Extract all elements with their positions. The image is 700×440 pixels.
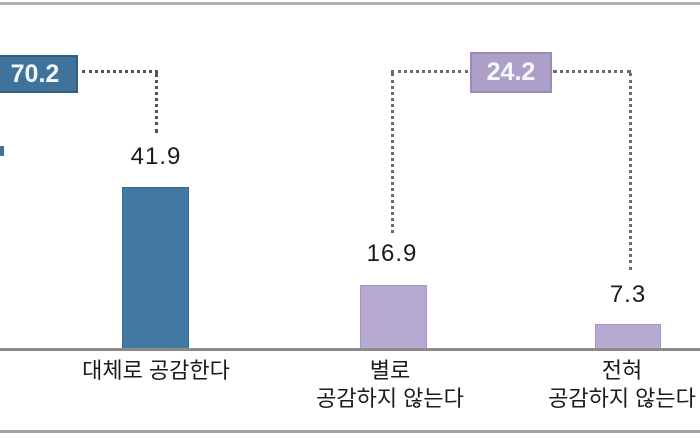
agree-connector-horizontal (82, 70, 158, 73)
x-axis-line (0, 348, 700, 351)
category-label-line: 공감하지 않는다 (316, 386, 464, 411)
agree-connector-vertical (155, 73, 158, 133)
disagree-connector-vertical-right (629, 73, 632, 270)
value-label-agree: 41.9 (130, 143, 182, 170)
bar-agree (122, 187, 189, 350)
bar-somewhat-disagree (360, 285, 427, 350)
category-label-line: 전혀 (601, 358, 643, 383)
category-label-strongly-disagree: 전혀 공감하지 않는다 (502, 357, 700, 413)
category-label-line: 대체로 공감한다 (82, 358, 230, 383)
top-frame-line (0, 2, 700, 5)
disagree-total-value: 24.2 (486, 58, 536, 86)
category-label-line: 별로 (369, 358, 411, 383)
agree-total-callout: 70.2 (0, 55, 78, 93)
disagree-connector-horizontal-right (553, 70, 631, 73)
disagree-connector-vertical-left (391, 73, 394, 233)
category-label-line: 공감하지 않는다 (548, 386, 696, 411)
bar-strongly-disagree (595, 324, 661, 350)
disagree-total-callout: 24.2 (470, 52, 552, 93)
category-label-somewhat-disagree: 별로 공감하지 않는다 (270, 357, 510, 413)
bottom-frame-line (0, 430, 700, 433)
value-label-somewhat-disagree: 16.9 (366, 240, 418, 267)
disagree-connector-horizontal-left (391, 70, 468, 73)
clipped-bar-fragment (0, 146, 4, 156)
value-label-strongly-disagree: 7.3 (609, 281, 647, 308)
category-label-agree: 대체로 공감한다 (36, 357, 276, 385)
agree-total-value: 70.2 (10, 60, 60, 88)
